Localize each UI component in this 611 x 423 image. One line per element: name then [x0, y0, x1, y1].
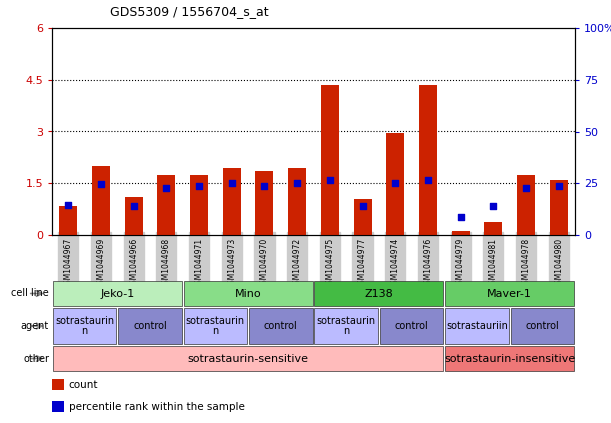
Text: other: other: [23, 354, 49, 363]
Bar: [158, 175, 175, 235]
Bar: [445, 346, 574, 371]
Text: cell line: cell line: [11, 288, 49, 299]
Bar: [354, 199, 371, 235]
Text: Mino: Mino: [235, 288, 262, 299]
Point: [456, 213, 466, 220]
Text: sotrastaurin
n: sotrastaurin n: [316, 316, 376, 335]
Point: [357, 203, 367, 210]
Bar: [321, 85, 339, 235]
Point: [194, 183, 204, 190]
Point: [521, 185, 531, 192]
Text: control: control: [395, 321, 428, 331]
Text: Jeko-1: Jeko-1: [100, 288, 134, 299]
Point: [227, 180, 236, 187]
Text: control: control: [133, 321, 167, 331]
Bar: [223, 168, 241, 235]
Bar: [315, 308, 378, 344]
Text: sotrastaurin
n: sotrastaurin n: [55, 316, 114, 335]
Bar: [255, 171, 274, 235]
Text: percentile rank within the sample: percentile rank within the sample: [68, 402, 244, 412]
Point: [423, 176, 433, 183]
Bar: [517, 175, 535, 235]
Text: GDS5309 / 1556704_s_at: GDS5309 / 1556704_s_at: [110, 5, 269, 18]
Bar: [419, 85, 437, 235]
Bar: [184, 281, 312, 306]
Bar: [380, 308, 443, 344]
Bar: [53, 281, 181, 306]
Point: [64, 202, 73, 209]
Point: [161, 185, 171, 192]
Bar: [386, 133, 404, 235]
Text: sotrastaurin-sensitive: sotrastaurin-sensitive: [188, 354, 309, 363]
Bar: [119, 308, 181, 344]
Bar: [485, 222, 502, 235]
Bar: [445, 281, 574, 306]
Bar: [249, 308, 312, 344]
Text: sotrastaurin
n: sotrastaurin n: [186, 316, 245, 335]
Point: [129, 203, 139, 210]
Bar: [184, 308, 247, 344]
Bar: [445, 308, 508, 344]
Point: [554, 183, 563, 190]
Bar: [288, 168, 306, 235]
Text: control: control: [525, 321, 559, 331]
Bar: [315, 281, 443, 306]
Point: [325, 176, 335, 183]
Bar: [125, 197, 143, 235]
Point: [260, 182, 269, 189]
Text: agent: agent: [21, 321, 49, 331]
Text: Maver-1: Maver-1: [487, 288, 532, 299]
Text: sotrastaurin-insensitive: sotrastaurin-insensitive: [444, 354, 575, 363]
Point: [292, 179, 302, 186]
Text: control: control: [264, 321, 298, 331]
Bar: [511, 308, 574, 344]
Point: [390, 179, 400, 186]
Text: sotrastauriin: sotrastauriin: [446, 321, 508, 331]
Bar: [52, 379, 64, 390]
Bar: [550, 180, 568, 235]
Text: Z138: Z138: [365, 288, 393, 299]
Bar: [59, 206, 78, 235]
Point: [96, 181, 106, 188]
Bar: [190, 175, 208, 235]
Bar: [53, 308, 116, 344]
Text: count: count: [68, 380, 98, 390]
Bar: [52, 401, 64, 412]
Bar: [53, 346, 443, 371]
Bar: [92, 166, 110, 235]
Point: [488, 203, 498, 210]
Bar: [452, 231, 470, 235]
